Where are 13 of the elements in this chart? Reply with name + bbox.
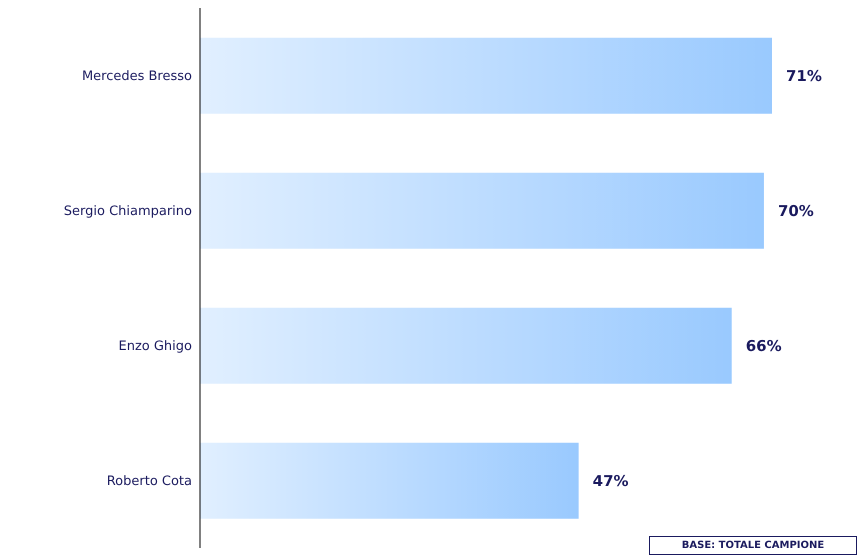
y-tick-label: Mercedes Bresso [82,69,192,84]
bar [200,442,579,519]
bar [200,308,732,384]
data-label: 71% [786,67,822,86]
data-label: 66% [746,337,782,356]
note-box: BASE: TOTALE CAMPIONE [649,536,857,555]
y-tick-label: Roberto Cota [106,474,192,490]
y-tick-label: Enzo Ghigo [118,339,192,354]
data-label: 70% [778,202,814,220]
bar [200,38,772,114]
y-tick-label: Sergio Chiamparino [64,204,192,220]
data-label: 47% [592,472,629,490]
bar [200,172,764,249]
